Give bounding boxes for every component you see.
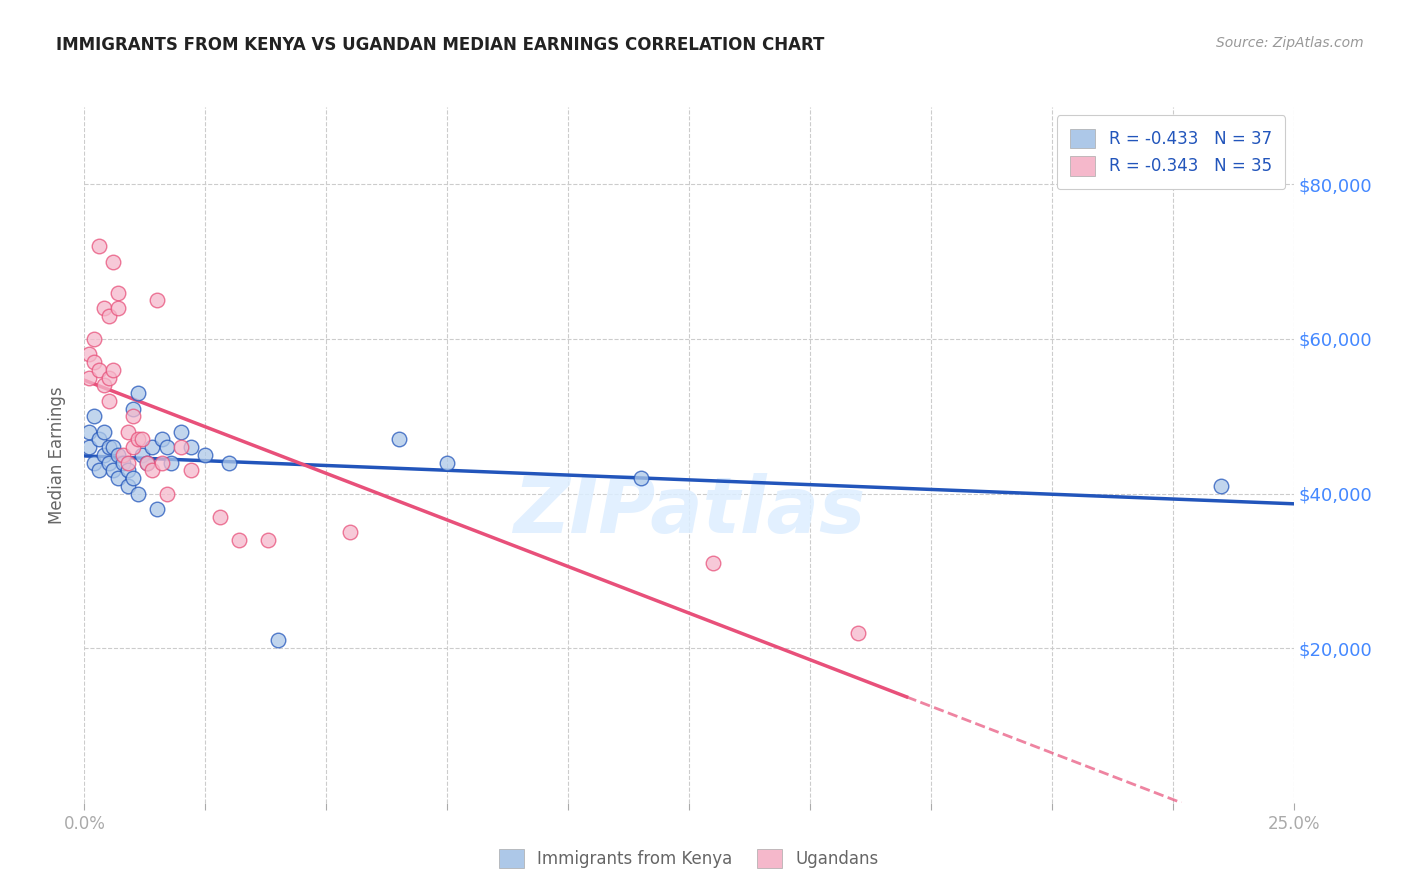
- Point: [180, 440, 202, 454]
- Point: [146, 293, 169, 308]
- Legend: Immigrants from Kenya, Ugandans: Immigrants from Kenya, Ugandans: [492, 842, 886, 875]
- Point: [107, 471, 129, 485]
- Point: [107, 301, 129, 315]
- Point: [93, 448, 115, 462]
- Point: [630, 471, 652, 485]
- Point: [97, 440, 120, 454]
- Point: [146, 502, 169, 516]
- Point: [97, 456, 120, 470]
- Point: [131, 433, 153, 447]
- Point: [170, 425, 193, 439]
- Point: [1209, 479, 1232, 493]
- Point: [117, 456, 139, 470]
- Y-axis label: Median Earnings: Median Earnings: [48, 386, 66, 524]
- Point: [117, 425, 139, 439]
- Point: [846, 625, 869, 640]
- Point: [112, 448, 135, 462]
- Point: [267, 633, 290, 648]
- Point: [93, 425, 115, 439]
- Point: [112, 456, 135, 470]
- Text: Source: ZipAtlas.com: Source: ZipAtlas.com: [1216, 36, 1364, 50]
- Point: [87, 239, 110, 253]
- Point: [131, 448, 153, 462]
- Point: [87, 363, 110, 377]
- Point: [83, 355, 105, 369]
- Point: [121, 401, 143, 416]
- Point: [127, 486, 149, 500]
- Point: [93, 378, 115, 392]
- Point: [257, 533, 280, 547]
- Point: [121, 440, 143, 454]
- Point: [121, 409, 143, 424]
- Point: [83, 456, 105, 470]
- Point: [136, 456, 159, 470]
- Point: [103, 254, 125, 268]
- Point: [97, 309, 120, 323]
- Point: [136, 456, 159, 470]
- Point: [103, 440, 125, 454]
- Point: [155, 440, 177, 454]
- Point: [150, 456, 173, 470]
- Point: [160, 456, 183, 470]
- Point: [339, 525, 361, 540]
- Point: [77, 370, 100, 384]
- Point: [103, 363, 125, 377]
- Point: [97, 393, 120, 408]
- Point: [141, 440, 163, 454]
- Point: [77, 440, 100, 454]
- Point: [107, 285, 129, 300]
- Point: [107, 448, 129, 462]
- Point: [117, 463, 139, 477]
- Legend: R = -0.433   N = 37, R = -0.343   N = 35: R = -0.433 N = 37, R = -0.343 N = 35: [1057, 115, 1285, 189]
- Point: [150, 433, 173, 447]
- Point: [218, 456, 240, 470]
- Point: [97, 370, 120, 384]
- Point: [194, 448, 217, 462]
- Point: [127, 433, 149, 447]
- Point: [180, 463, 202, 477]
- Point: [436, 456, 458, 470]
- Point: [208, 509, 231, 524]
- Point: [103, 463, 125, 477]
- Point: [83, 332, 105, 346]
- Point: [83, 409, 105, 424]
- Point: [127, 386, 149, 401]
- Point: [702, 556, 724, 570]
- Point: [117, 479, 139, 493]
- Point: [388, 433, 411, 447]
- Point: [77, 347, 100, 361]
- Point: [87, 463, 110, 477]
- Point: [228, 533, 250, 547]
- Point: [77, 425, 100, 439]
- Text: IMMIGRANTS FROM KENYA VS UGANDAN MEDIAN EARNINGS CORRELATION CHART: IMMIGRANTS FROM KENYA VS UGANDAN MEDIAN …: [56, 36, 824, 54]
- Text: ZIPatlas: ZIPatlas: [513, 473, 865, 549]
- Point: [155, 486, 177, 500]
- Point: [93, 301, 115, 315]
- Point: [87, 433, 110, 447]
- Point: [170, 440, 193, 454]
- Point: [121, 471, 143, 485]
- Point: [141, 463, 163, 477]
